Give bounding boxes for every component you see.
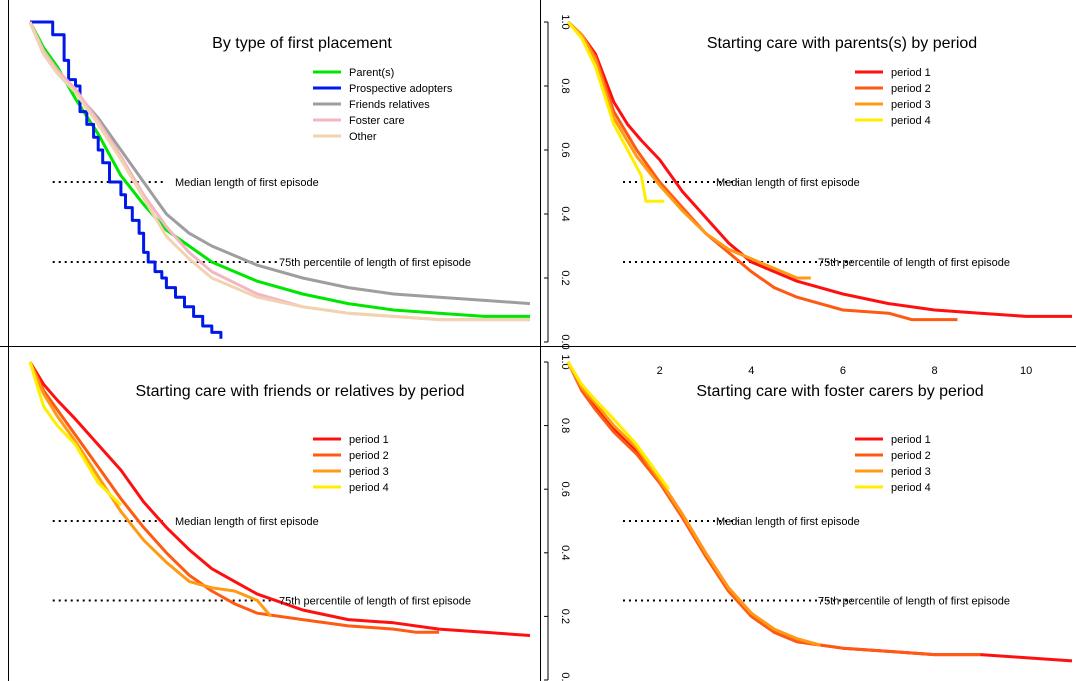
chart-title: Starting care with parents(s) by period [707, 35, 977, 52]
curve-period-3 [28, 361, 273, 618]
y-tick-label: 0.6 [559, 142, 571, 157]
y-tick-label: 0.2 [559, 609, 571, 624]
curve-foster-care [28, 21, 530, 322]
legend-label: period 3 [891, 466, 931, 478]
median-reference-label: Median length of first episode [716, 177, 860, 189]
legend: Parent(s) Prospective adopters Friends rel… [313, 67, 453, 143]
p75-reference-label: 75th percentile of length of first episo… [818, 257, 1010, 269]
legend-label: period 1 [349, 434, 389, 446]
curve-period-1 [566, 20, 1072, 318]
curve-other [28, 21, 530, 322]
curve-period-1 [566, 361, 1073, 663]
legend-label: period 2 [349, 450, 389, 462]
legend-label: Friends relatives [349, 99, 430, 111]
legend-label: period 1 [891, 434, 931, 446]
legend-label: Foster care [349, 115, 405, 127]
legend: period 1 period 2 period 3 period 4 [855, 67, 931, 127]
y-tick-label: 0.0 [559, 672, 571, 681]
x-tick-label: 10 [1020, 365, 1032, 377]
curve-prospective-adopters [30, 20, 223, 339]
p75-reference-label: 75th percentile of length of first episo… [818, 596, 1010, 608]
legend-label: period 4 [349, 482, 389, 494]
legend-label: Prospective adopters [349, 83, 453, 95]
chart-title: By type of first placement [212, 35, 392, 52]
curve-period-2 [566, 20, 958, 322]
panel-1: Median length of first episode 75th perce… [28, 20, 531, 339]
x-tick-label: 6 [840, 365, 846, 377]
curve-period-3 [566, 20, 811, 280]
panel-4: 0.0 0.2 0.4 0.6 0.8 1.0 Median length of first… [544, 354, 1073, 681]
x-tick-label: 2 [657, 365, 663, 377]
curve-period-4 [566, 361, 671, 491]
curve-period-3 [566, 361, 821, 647]
curve-period-1 [28, 361, 531, 637]
curve-period-4 [28, 361, 122, 507]
p75-reference-label: 75th percentile of length of first episo… [279, 596, 471, 608]
y-tick-label: 1.0 [559, 14, 571, 29]
y-tick-label: 0.0 [559, 334, 571, 349]
legend-label: Parent(s) [349, 67, 394, 79]
panel-3: Median length of first episode 75th perce… [28, 361, 531, 637]
p75-reference-label: 75th percentile of length of first episo… [279, 257, 471, 269]
chart-title: Starting care with foster carers by peri… [696, 383, 983, 400]
median-reference-label: Median length of first episode [716, 516, 860, 528]
curve-period-2 [28, 361, 440, 634]
median-reference-label: Median length of first episode [175, 516, 319, 528]
legend-label: period 2 [891, 83, 931, 95]
chart-title: Starting care with friends or relatives … [135, 383, 464, 400]
legend-label: period 3 [349, 466, 389, 478]
legend-label: period 1 [891, 67, 931, 79]
legend-label: period 3 [891, 99, 931, 111]
y-tick-label: 0.8 [559, 78, 571, 93]
x-tick-label: 4 [748, 365, 754, 377]
legend-label: period 4 [891, 115, 931, 127]
legend-label: period 4 [891, 482, 931, 494]
y-tick-label: 0.6 [559, 482, 571, 497]
curve-period-2 [566, 361, 981, 657]
x-tick-label: 8 [931, 365, 937, 377]
y-tick-label: 0.2 [559, 270, 571, 285]
y-tick-label: 0.8 [559, 418, 571, 433]
legend: period 1 period 2 period 3 period 4 [855, 434, 931, 494]
legend: period 1 period 2 period 3 period 4 [313, 434, 389, 494]
median-reference-label: Median length of first episode [175, 177, 319, 189]
y-tick-label: 1.0 [559, 354, 571, 369]
curve-period-4 [566, 21, 665, 203]
legend-label: Other [349, 131, 377, 143]
y-tick-label: 0.4 [559, 206, 571, 221]
y-tick-label: 0.4 [559, 545, 571, 560]
panel-2: 0.0 0.2 0.4 0.6 0.8 1.0 2 4 6 8 10 Median length of… [544, 14, 1072, 377]
legend-label: period 2 [891, 450, 931, 462]
